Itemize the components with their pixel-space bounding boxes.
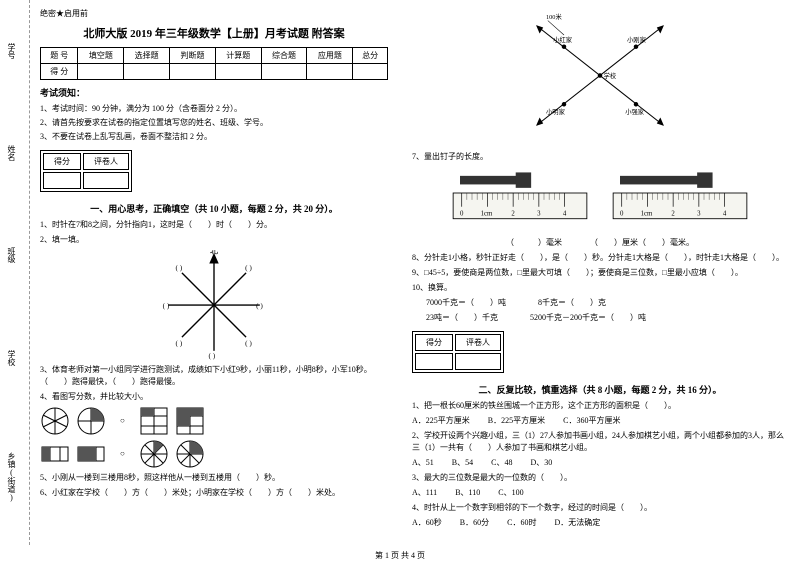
q10a: 7000千克＝（ ）吨 8千克＝（ ）克 — [412, 297, 788, 309]
svg-text:学校: 学校 — [604, 71, 617, 80]
p2q3-opts: A、111B、110C、100 — [412, 488, 542, 497]
blank-cell[interactable] — [78, 64, 124, 80]
q10: 10、换算。 — [412, 282, 788, 294]
left-column: 绝密★启用前 北师大版 2019 年三年级数学【上册】月考试题 附答案 题 号 … — [0, 0, 400, 545]
svg-text:1cm: 1cm — [641, 210, 653, 217]
th: 应用题 — [307, 48, 353, 64]
svg-text:小明家: 小明家 — [546, 107, 566, 116]
circle-sixths-icon — [40, 406, 70, 436]
ruler2: 0 1cm 2 3 4 — [610, 169, 750, 231]
svg-text:( ): ( ) — [176, 263, 183, 272]
th: 选择题 — [124, 48, 170, 64]
grid-icon — [175, 406, 205, 436]
svg-text:4: 4 — [723, 210, 727, 217]
q7: 7、量出钉子的长度。 — [412, 151, 788, 163]
q10b: 23吨＝（ ）千克 5200千克－200千克＝（ ）吨 — [412, 312, 788, 324]
notice: 1、考试时间：90 分钟，满分为 100 分（含卷面分 2 分）。 — [40, 103, 388, 114]
th: 计算题 — [215, 48, 261, 64]
q9: 9、□45÷5，要使商是两位数，□里最大可填（ ）；要使商是三位数，□里最小应填… — [412, 267, 788, 279]
svg-text:3: 3 — [537, 210, 541, 217]
th: 判断题 — [170, 48, 216, 64]
p2q4-opts: A．60秒B．60分C．60时D．无法确定 — [412, 518, 618, 527]
q2: 2、填一填。 — [40, 234, 388, 246]
svg-text:0: 0 — [460, 210, 464, 217]
part2-title: 二、反复比较，慎重选择（共 8 小题，每题 2 分，共 16 分）。 — [412, 383, 788, 396]
svg-text:0: 0 — [620, 210, 624, 217]
fraction-row-1: ○ — [40, 406, 388, 436]
svg-text:( ): ( ) — [176, 338, 183, 347]
th: 总分 — [353, 48, 388, 64]
q6: 6、小红家在学校（ ）方（ ）米处；小明家在学校（ ）方（ ）米处。 — [40, 487, 388, 499]
svg-text:( ): ( ) — [209, 351, 216, 360]
svg-text:2: 2 — [511, 210, 515, 217]
svg-text:小红家: 小红家 — [553, 35, 573, 44]
ruler-answer: （ ）毫米 （ ）厘米（ ）毫米。 — [412, 237, 788, 249]
q1: 1、时针在7和8之间，分针指向1，这时是（ ）时（ ）分。 — [40, 219, 388, 231]
ruler-row: 0 1cm 2 3 4 0 1cm 2 3 4 — [412, 169, 788, 231]
p2q1: 1、把一根长60厘米的铁丝围城一个正方形，这个正方形的面积是（ ）。 — [412, 400, 788, 412]
svg-text:( ): ( ) — [245, 338, 252, 347]
svg-text:3: 3 — [697, 210, 701, 217]
p2q3: 3、最大的三位数是最大的一位数的（ ）。 — [412, 472, 788, 484]
notice: 2、请首先按要求在试卷的指定位置填写您的姓名、班级、学号。 — [40, 117, 388, 128]
svg-text:4: 4 — [563, 210, 567, 217]
part1-title: 一、用心思考，正确填空（共 10 小题，每题 2 分，共 20 分）。 — [40, 202, 388, 215]
rect-thirds-icon — [76, 439, 106, 469]
secret-tag: 绝密★启用前 — [40, 8, 388, 19]
ruler1: 0 1cm 2 3 4 — [450, 169, 590, 231]
compass-diagram: 北 ( ) ( ) ( ) ( ) ( ) ( ) ( ) — [159, 250, 269, 360]
fraction-row-2: ○ — [40, 439, 388, 469]
circle-eighths-icon — [175, 439, 205, 469]
exam-title: 北师大版 2019 年三年级数学【上册】月考试题 附答案 — [40, 25, 388, 41]
circle-quarters-icon — [76, 406, 106, 436]
q8: 8、分针走1小格，秒针正好走（ ），是（ ）秒。分针走1大格是（ ），时针走1大… — [412, 252, 788, 264]
q4: 4、看图写分数，并比较大小。 — [40, 391, 388, 403]
p2q4: 4、时针从上一个数字到相邻的下一个数字，经过的时间是（ ）。 — [412, 502, 788, 514]
svg-text:1cm: 1cm — [481, 210, 493, 217]
rect-thirds-icon — [40, 439, 70, 469]
th: 综合题 — [261, 48, 307, 64]
score-box-2: 得分评卷人 — [412, 331, 504, 373]
p2q1-opts: A．225平方厘米B．225平方厘米C．360平方厘米 — [412, 416, 638, 425]
svg-text:( ): ( ) — [245, 263, 252, 272]
svg-text:( ): ( ) — [163, 300, 170, 309]
row-label: 得 分 — [41, 64, 78, 80]
p2q2: 2、学校开设两个兴趣小组，三（1）27人参加书画小组，24人参加棋艺小组，两个小… — [412, 430, 788, 454]
svg-text:2: 2 — [671, 210, 675, 217]
x-diagram: 100米 小红家 小刚家 学校 小明家 小强家 — [510, 8, 690, 148]
q5: 5、小刚从一楼到三楼用8秒，照这样他从一楼到五楼用（ ）秒。 — [40, 472, 388, 484]
p2q2-opts: A、51B、54C、48D、30 — [412, 458, 570, 467]
svg-text:( ): ( ) — [256, 300, 263, 309]
svg-text:小刚家: 小刚家 — [627, 35, 647, 44]
th: 题 号 — [41, 48, 78, 64]
th: 填空题 — [78, 48, 124, 64]
page-footer: 第 1 页 共 4 页 — [0, 550, 800, 561]
svg-text:小强家: 小强家 — [625, 107, 645, 116]
score-box: 得分评卷人 — [40, 150, 132, 192]
svg-text:100米: 100米 — [546, 12, 562, 21]
grid-icon — [139, 406, 169, 436]
right-column: 100米 小红家 小刚家 学校 小明家 小强家 7、量出钉子的长度。 0 1cm 2… — [400, 0, 800, 545]
svg-text:北: 北 — [210, 250, 219, 256]
score-table: 题 号 填空题 选择题 判断题 计算题 综合题 应用题 总分 得 分 — [40, 47, 388, 80]
q3: 3、体育老师对第一小组同学进行跑测试，成绩如下小红9秒，小丽11秒，小明8秒，小… — [40, 364, 388, 388]
notice: 3、不要在试卷上乱写乱画，卷面不整洁扣 2 分。 — [40, 131, 388, 142]
notice-title: 考试须知： — [40, 86, 388, 99]
circle-eighths-icon — [139, 439, 169, 469]
